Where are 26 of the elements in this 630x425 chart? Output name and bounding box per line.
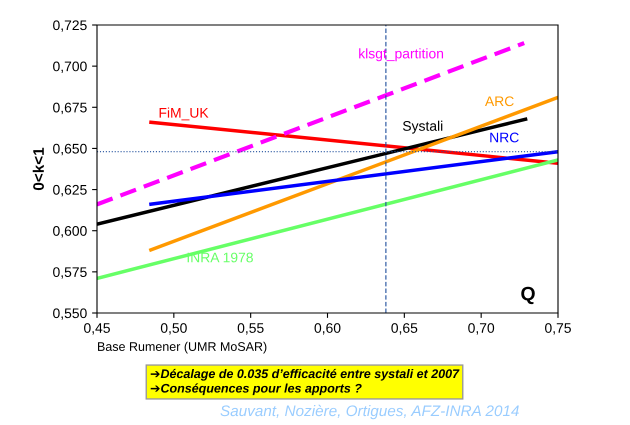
y-tick-label: 0,675 (53, 102, 87, 114)
text: Sauvant, Nozière, Ortigues, AFZ-INRA 2014 (220, 404, 519, 420)
y-tick-label: 0,600 (53, 226, 87, 238)
y-tick-label: 0,725 (53, 20, 87, 32)
x-tick-label: 0,50 (160, 323, 187, 335)
y-tick-label: 0,550 (53, 308, 87, 320)
x-axis-title: Base Rumener (UMR MoSAR) (98, 342, 266, 354)
x-tick-label: 0,70 (468, 323, 494, 335)
y-tick-label: 0,575 (53, 267, 87, 279)
annotation: Q (521, 286, 535, 304)
series-label: Systali (402, 120, 442, 134)
series-label: NRC (490, 132, 519, 142)
x-tick-label: 0,60 (314, 323, 340, 335)
x-tick-label: 0,65 (391, 323, 418, 335)
x-tick-label: 0,75 (545, 323, 571, 335)
y-tick-label: 0,625 (53, 184, 87, 196)
x-tick-label: 0,45 (84, 323, 110, 335)
text: ➔Décalage de 0.035 d’efficacité entre systali et 2007 (150, 368, 460, 381)
series-label: FiM_UK (160, 108, 208, 120)
y-tick-label: 0,650 (53, 144, 87, 156)
y-tick-label: 0,700 (53, 61, 87, 73)
series-label: ARC (484, 96, 514, 106)
text: ➔Conséquences pour les apports ? (150, 383, 362, 396)
x-tick-label: 0,55 (238, 323, 264, 335)
series-label: klsgt_partition (359, 48, 444, 62)
y-axis-title: 0<k<1 (32, 148, 44, 190)
